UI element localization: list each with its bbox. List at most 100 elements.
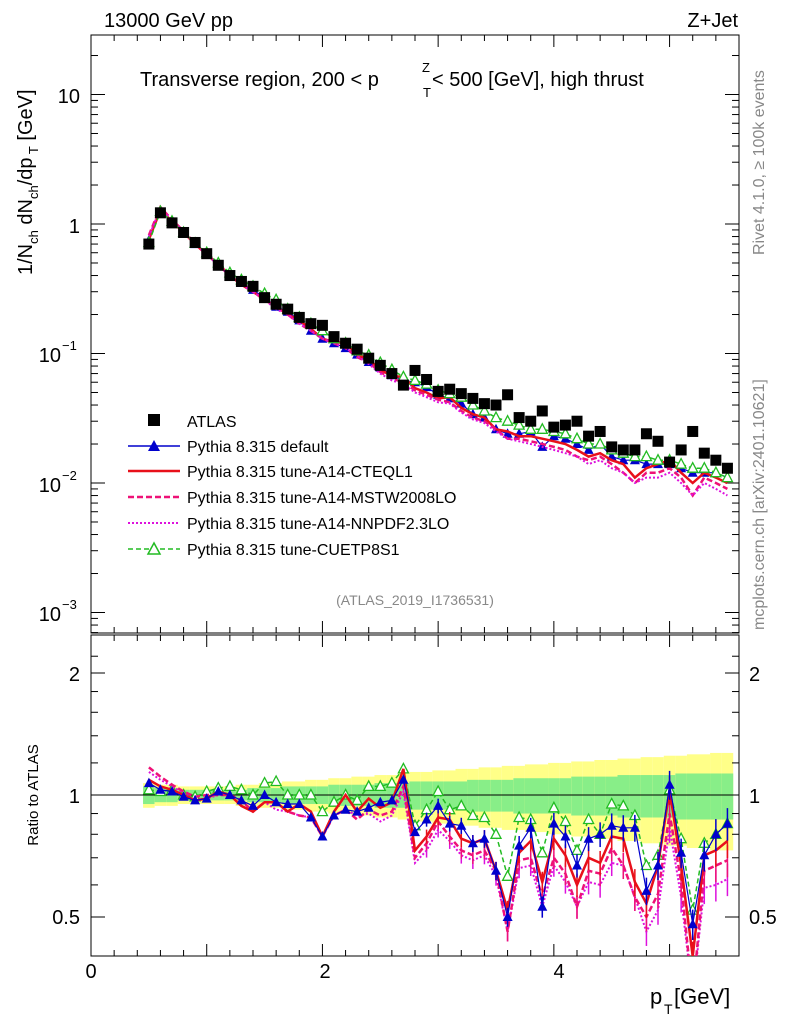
ratio-point-pythia-8-315-default [653,860,663,870]
main-point-atlas [594,425,606,437]
legend-marker-default [148,440,160,451]
band-inner [443,781,456,810]
legend-label-nnpdf: Pythia 8.315 tune-A14-NNPDF2.3LO [187,516,449,533]
main-point-atlas [490,399,502,411]
plot-title-suffix: < 500 [GeV], high thrust [432,69,644,91]
band-inner [513,778,525,814]
y-ratio-tick-2-left: 2 [69,664,80,686]
ratio-point-pythia-8-315-default [421,814,432,824]
ratio-point-pythia-8-315-tune-cuetp8s1 [304,788,317,800]
main-point-pythia-8-315-tune-cuetp8s1 [686,461,699,473]
ratio-point-pythia-8-315-tune-cuetp8s1 [536,845,549,858]
ratio-point-pythia-8-315-default [491,865,501,875]
ratio-point-pythia-8-315-default [467,837,478,848]
main-point-atlas [363,352,375,364]
main-point-atlas [606,441,618,453]
ratio-point-pythia-8-315-default [398,774,409,784]
band-inner [594,776,606,816]
x-tick-4: 4 [553,961,564,983]
main-point-atlas [212,259,224,271]
y-ratio-tick-05-right: 0.5 [749,907,777,929]
y-main-tick-1e-2-exp: −2 [62,468,77,483]
ratio-point-pythia-8-315-default [710,828,721,839]
main-point-pythia-8-315-default [641,458,652,469]
main-point-pythia-8-315-tune-cuetp8s1 [640,449,653,462]
ratio-point-pythia-8-315-default [722,818,733,828]
main-point-atlas [386,368,398,380]
ratio-point-pythia-8-315-default [155,784,166,794]
ratio-point-pythia-8-315-tune-cuetp8s1 [270,774,283,787]
main-point-atlas [652,435,664,447]
ratio-point-pythia-8-315-default [410,826,420,837]
band-inner [455,781,468,810]
plot-title-sub: T [423,85,431,100]
main-line-pythia-8-315-tune-a14-nnpdf2-3lo [147,206,728,497]
y-ratio-tick-1-right: 1 [749,786,760,808]
process-label: Z+Jet [687,10,738,32]
ratio-point-pythia-8-315-tune-cuetp8s1 [605,797,618,809]
band-inner [524,778,537,814]
main-point-atlas [166,217,178,229]
main-point-pythia-8-315-tune-cuetp8s1 [408,373,422,386]
ratio-point-pythia-8-315-tune-cuetp8s1 [559,814,572,827]
y-main-tick-1e-1: 10 [39,345,61,367]
main-line-pythia-8-315-tune-cuetp8s1 [148,210,728,479]
main-point-atlas [687,425,699,437]
ratio-point-pythia-8-315-tune-cuetp8s1 [478,810,491,823]
ratio-point-pythia-8-315-default [282,798,293,808]
band-inner [409,781,421,810]
ratio-point-pythia-8-315-tune-cuetp8s1 [327,795,341,807]
ratio-point-pythia-8-315-default [525,822,536,832]
y-ratio-tick-1-left: 1 [69,786,80,808]
ratio-point-pythia-8-315-default [560,831,571,841]
ratio-point-pythia-8-315-default [548,818,559,828]
main-point-pythia-8-315-tune-cuetp8s1 [478,404,491,416]
legend-entry-nnpdf: Pythia 8.315 tune-A14-NNPDF2.3LO [128,516,449,533]
band-inner [559,778,572,814]
ratio-point-pythia-8-315-tune-cuetp8s1 [547,800,560,813]
main-point-atlas [328,331,340,343]
ratio-point-pythia-8-315-default [502,911,513,921]
band-inner [617,775,630,818]
ratio-point-pythia-8-315-default [213,786,224,796]
y-ratio-tick-05-left: 0.5 [52,907,80,929]
main-point-atlas [316,319,328,331]
x-axis-label: p T [GeV] [650,984,730,1017]
ratio-point-pythia-8-315-default [259,789,270,799]
main-point-atlas [583,430,595,442]
ratio-point-pythia-8-315-tune-cuetp8s1 [501,869,514,881]
main-point-atlas [536,405,548,417]
ratio-point-pythia-8-315-tune-cuetp8s1 [316,804,329,817]
band-inner [710,773,722,820]
main-point-atlas [664,456,676,468]
y-ratio-axis-label: Ratio to ATLAS [25,744,42,845]
y-main-tick-labels: 10 1 10 −1 10 −2 10 −3 [39,86,80,626]
main-point-atlas [640,428,652,440]
legend-label-cuetp8s1: Pythia 8.315 tune-CUETP8S1 [187,542,400,559]
legend-label-mstw: Pythia 8.315 tune-A14-MSTW2008LO [187,490,456,507]
x-tick-2: 2 [319,961,330,983]
main-point-pythia-8-315-tune-cuetp8s1 [651,453,665,465]
main-point-pythia-8-315-tune-cuetp8s1 [489,410,503,423]
main-point-atlas [305,318,317,330]
main-point-atlas [721,462,733,474]
main-point-atlas [282,303,294,315]
band-inner [490,779,502,812]
legend: ATLAS Pythia 8.315 default Pythia 8.315 … [128,414,456,559]
main-point-atlas [374,359,386,371]
x-label-p: p [650,984,662,1009]
main-point-atlas [293,311,305,323]
x-tick-0: 0 [85,961,96,983]
ratio-point-pythia-8-315-default [606,820,617,830]
ratio-point-pythia-8-315-tune-cuetp8s1 [640,858,653,871]
legend-marker-atlas [148,414,160,426]
ratio-point-pythia-8-315-default [305,812,316,822]
main-point-pythia-8-315-tune-cuetp8s1 [675,457,688,469]
ratio-point-pythia-8-315-default [363,802,374,812]
ratio-point-pythia-8-315-default [190,794,201,805]
rivet-version-label: Rivet 4.1.0, ≥ 100k events [751,70,768,255]
ratio-point-pythia-8-315-default [386,794,397,805]
ratio-point-pythia-8-315-default [456,820,467,830]
ratio-point-pythia-8-315-default [236,794,247,805]
y-main-tick-1: 1 [69,216,80,238]
